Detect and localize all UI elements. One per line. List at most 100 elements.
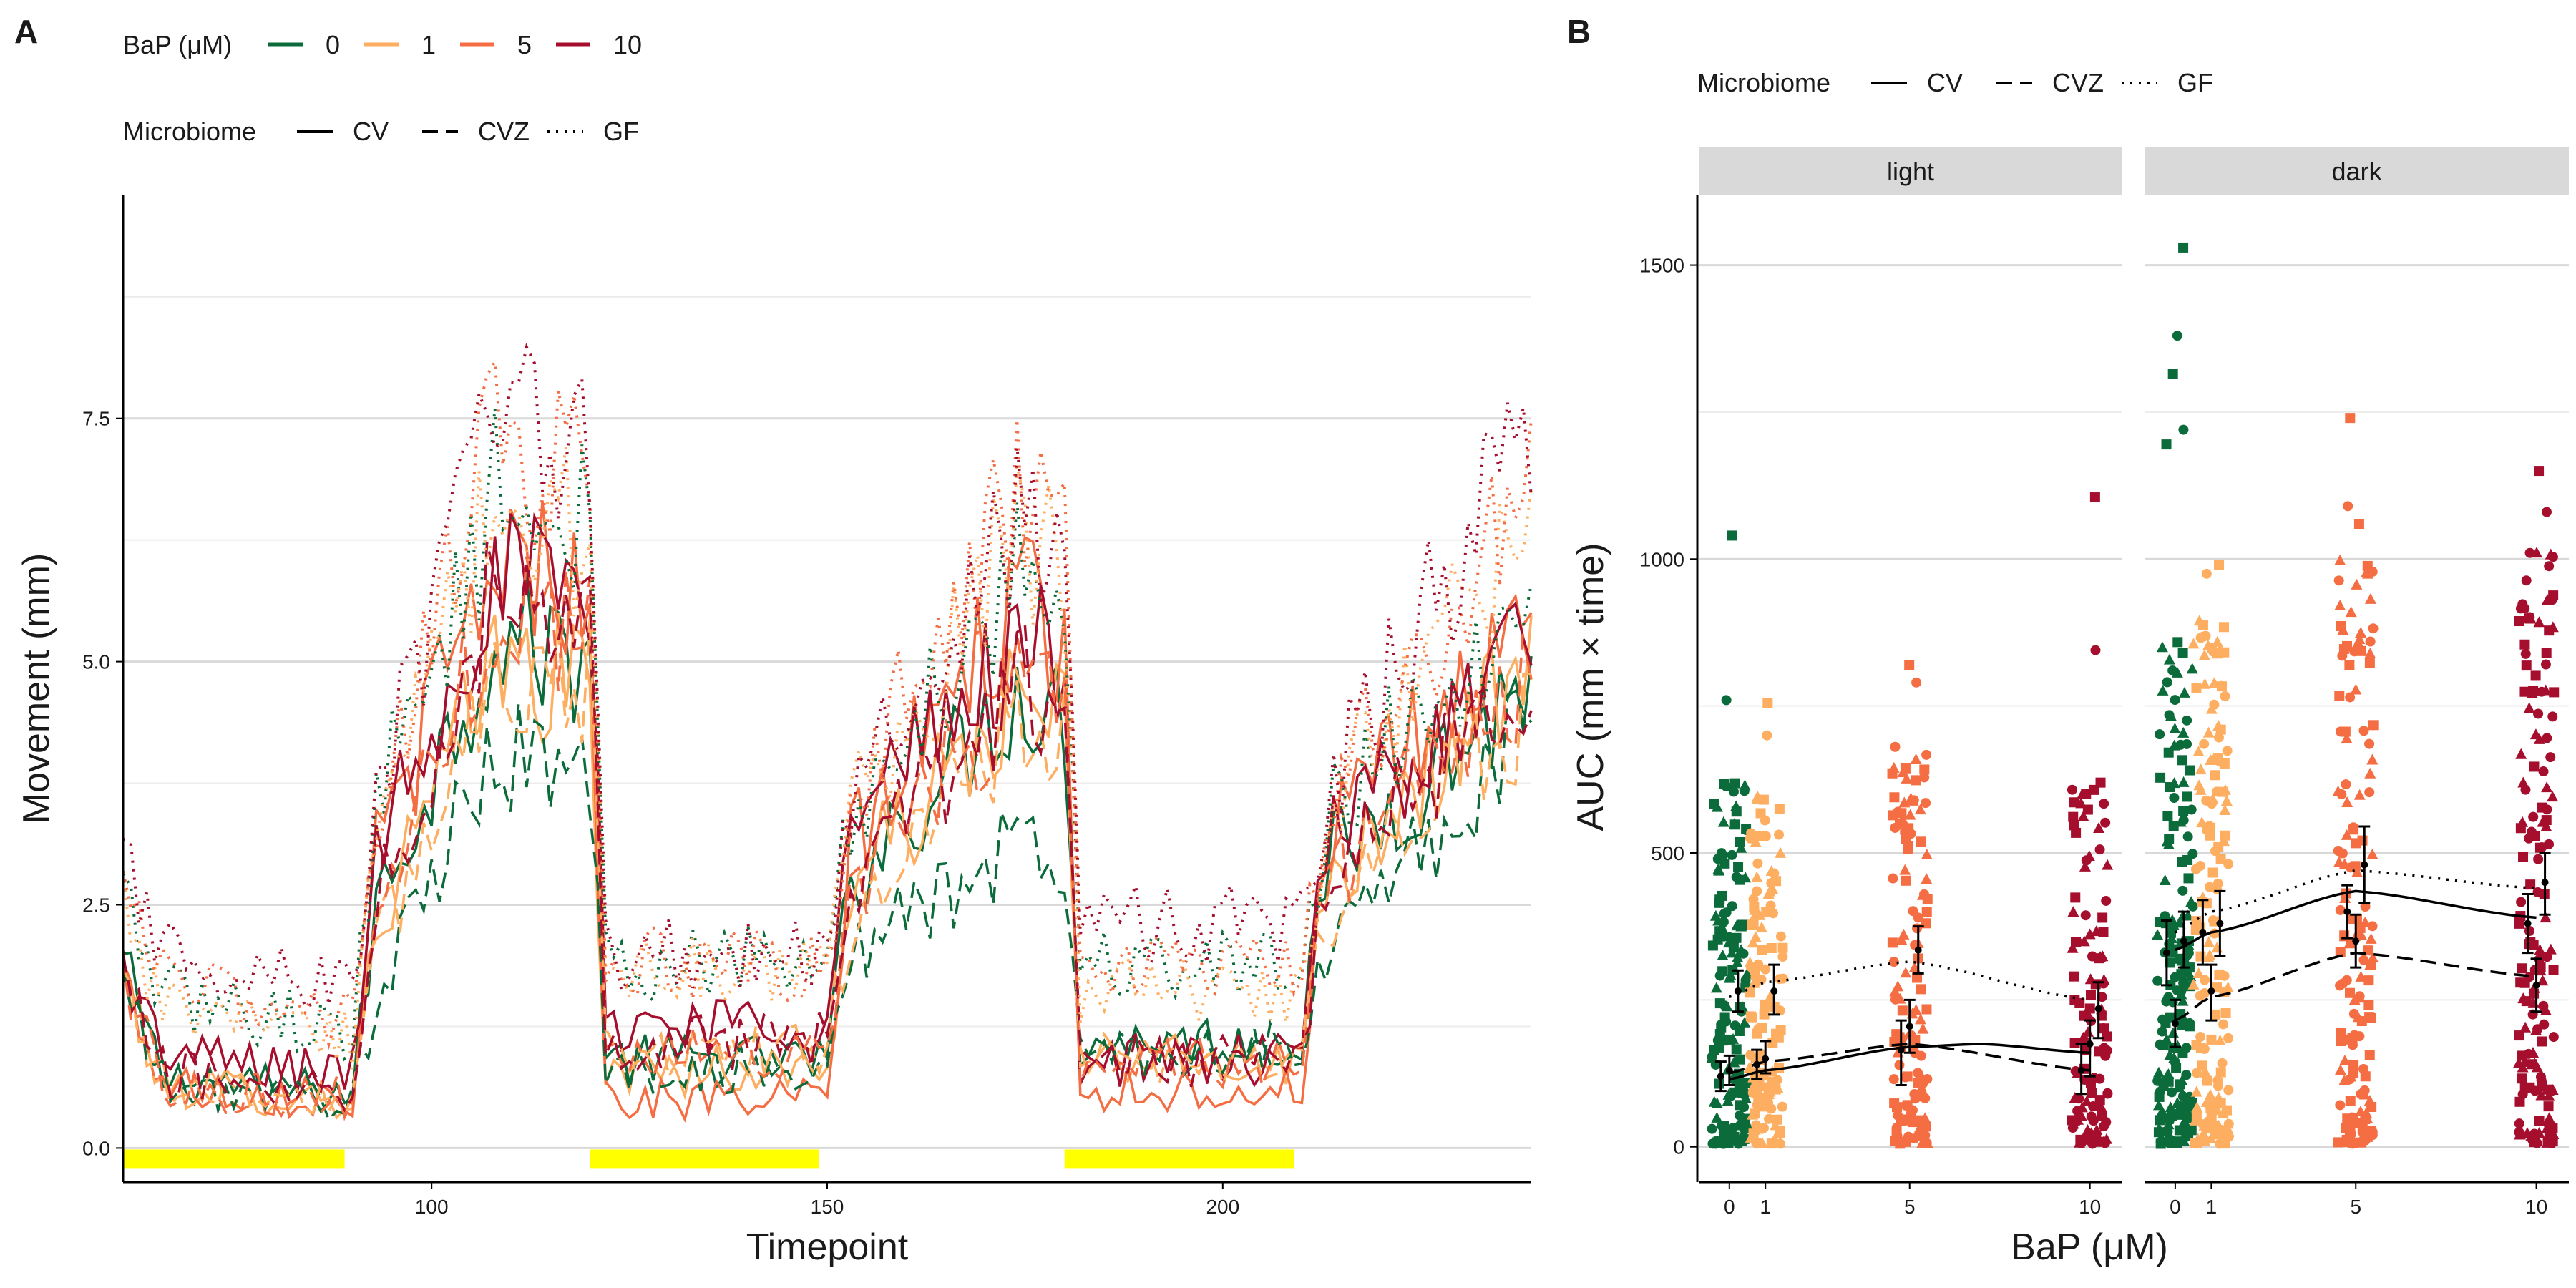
data-point <box>2163 653 2175 665</box>
panel-b-x-title: BaP (μM) <box>2011 1226 2168 1268</box>
data-point <box>2162 1131 2174 1143</box>
data-point <box>1706 1052 1718 1063</box>
data-point <box>1888 873 1898 884</box>
data-point <box>2534 965 2547 976</box>
data-point <box>2365 932 2377 944</box>
data-point <box>2364 647 2376 658</box>
data-point <box>1775 1005 1785 1016</box>
data-point <box>2197 1127 2210 1138</box>
data-point <box>2189 1114 2201 1126</box>
data-point <box>1775 974 1785 985</box>
data-point <box>1732 951 1744 962</box>
data-point <box>1888 810 1898 821</box>
y-tick-label: 5.0 <box>82 651 110 673</box>
data-point <box>2190 924 2201 935</box>
data-point <box>2521 660 2532 671</box>
data-point <box>2219 647 2230 658</box>
data-point <box>2519 1021 2532 1033</box>
data-point <box>1727 849 1737 860</box>
data-point <box>2515 977 2526 988</box>
light-period-bar-1 <box>123 1149 345 1169</box>
data-point <box>1888 1074 1899 1085</box>
data-point <box>1762 888 1775 899</box>
data-point <box>2186 663 2198 674</box>
data-point <box>2200 1066 2212 1078</box>
data-point <box>2347 1138 2358 1148</box>
data-point <box>2204 949 2216 960</box>
data-point <box>2514 917 2524 927</box>
data-point <box>1900 1072 1911 1083</box>
data-point <box>2165 710 2177 721</box>
data-point <box>1912 923 1923 934</box>
data-point <box>2174 1125 2185 1136</box>
data-point <box>2168 1052 2180 1063</box>
data-point <box>2534 842 2545 853</box>
data-point <box>2519 639 2530 650</box>
data-point <box>1745 987 1755 998</box>
data-point <box>2069 1091 2081 1103</box>
data-point <box>1916 836 1926 847</box>
data-point <box>1710 982 1722 993</box>
data-point <box>1717 927 1729 938</box>
data-point <box>2343 937 2356 949</box>
data-point <box>2069 971 2079 982</box>
data-point <box>2223 859 2234 869</box>
panel-b-label: B <box>1567 13 1591 50</box>
data-point <box>2363 1000 2374 1010</box>
legend-a-label-10: 10 <box>613 30 642 59</box>
data-point <box>2094 844 2105 855</box>
data-point <box>2530 670 2541 681</box>
data-point <box>2538 1000 2549 1011</box>
data-point <box>1766 942 1777 953</box>
data-point <box>1755 921 1767 932</box>
data-point <box>1921 873 1933 884</box>
data-point <box>2097 1111 2107 1121</box>
mean-point <box>2207 987 2215 995</box>
data-point <box>2156 641 2168 653</box>
data-point <box>1771 876 1782 887</box>
data-point <box>1911 677 1922 688</box>
data-point <box>2193 615 2205 626</box>
data-point <box>2534 466 2545 477</box>
data-point <box>2533 616 2545 628</box>
data-point <box>2202 726 2215 738</box>
data-point <box>1728 1056 1740 1068</box>
data-point <box>2216 680 2227 691</box>
data-point <box>1891 1029 1902 1040</box>
data-point <box>2159 874 2171 886</box>
data-point <box>2335 726 2346 737</box>
data-point <box>2100 817 2111 828</box>
data-point <box>2526 826 2537 837</box>
data-point <box>2545 548 2557 560</box>
data-point <box>1890 741 1901 752</box>
data-point <box>2223 1131 2234 1142</box>
data-point <box>2210 770 2220 781</box>
data-point <box>2178 686 2190 698</box>
data-point <box>2169 722 2181 733</box>
data-point <box>2548 965 2559 975</box>
data-point <box>1735 1110 1745 1121</box>
data-point <box>2338 978 2348 989</box>
data-point <box>1769 1133 1781 1144</box>
data-point <box>2529 728 2542 740</box>
data-point <box>2187 638 2200 649</box>
data-point <box>1894 992 1906 1004</box>
data-point <box>1714 1078 1724 1089</box>
data-point <box>1755 1090 1767 1101</box>
data-point <box>2164 1113 2175 1124</box>
panel-a-light-periods <box>123 1149 1294 1169</box>
data-point <box>1719 909 1729 919</box>
data-point <box>2537 975 2549 986</box>
data-point <box>2067 906 2079 917</box>
legend-a-color-entries: 0 1 5 10 <box>268 30 642 59</box>
data-point <box>1910 753 1922 764</box>
data-point <box>1707 940 1718 951</box>
data-point <box>2538 766 2549 777</box>
data-point <box>1745 1050 1756 1060</box>
data-point <box>2541 781 2553 793</box>
data-point <box>2183 1111 2194 1122</box>
mean-point <box>2162 949 2170 957</box>
data-point <box>2336 1036 2346 1047</box>
data-point <box>2360 1135 2371 1146</box>
